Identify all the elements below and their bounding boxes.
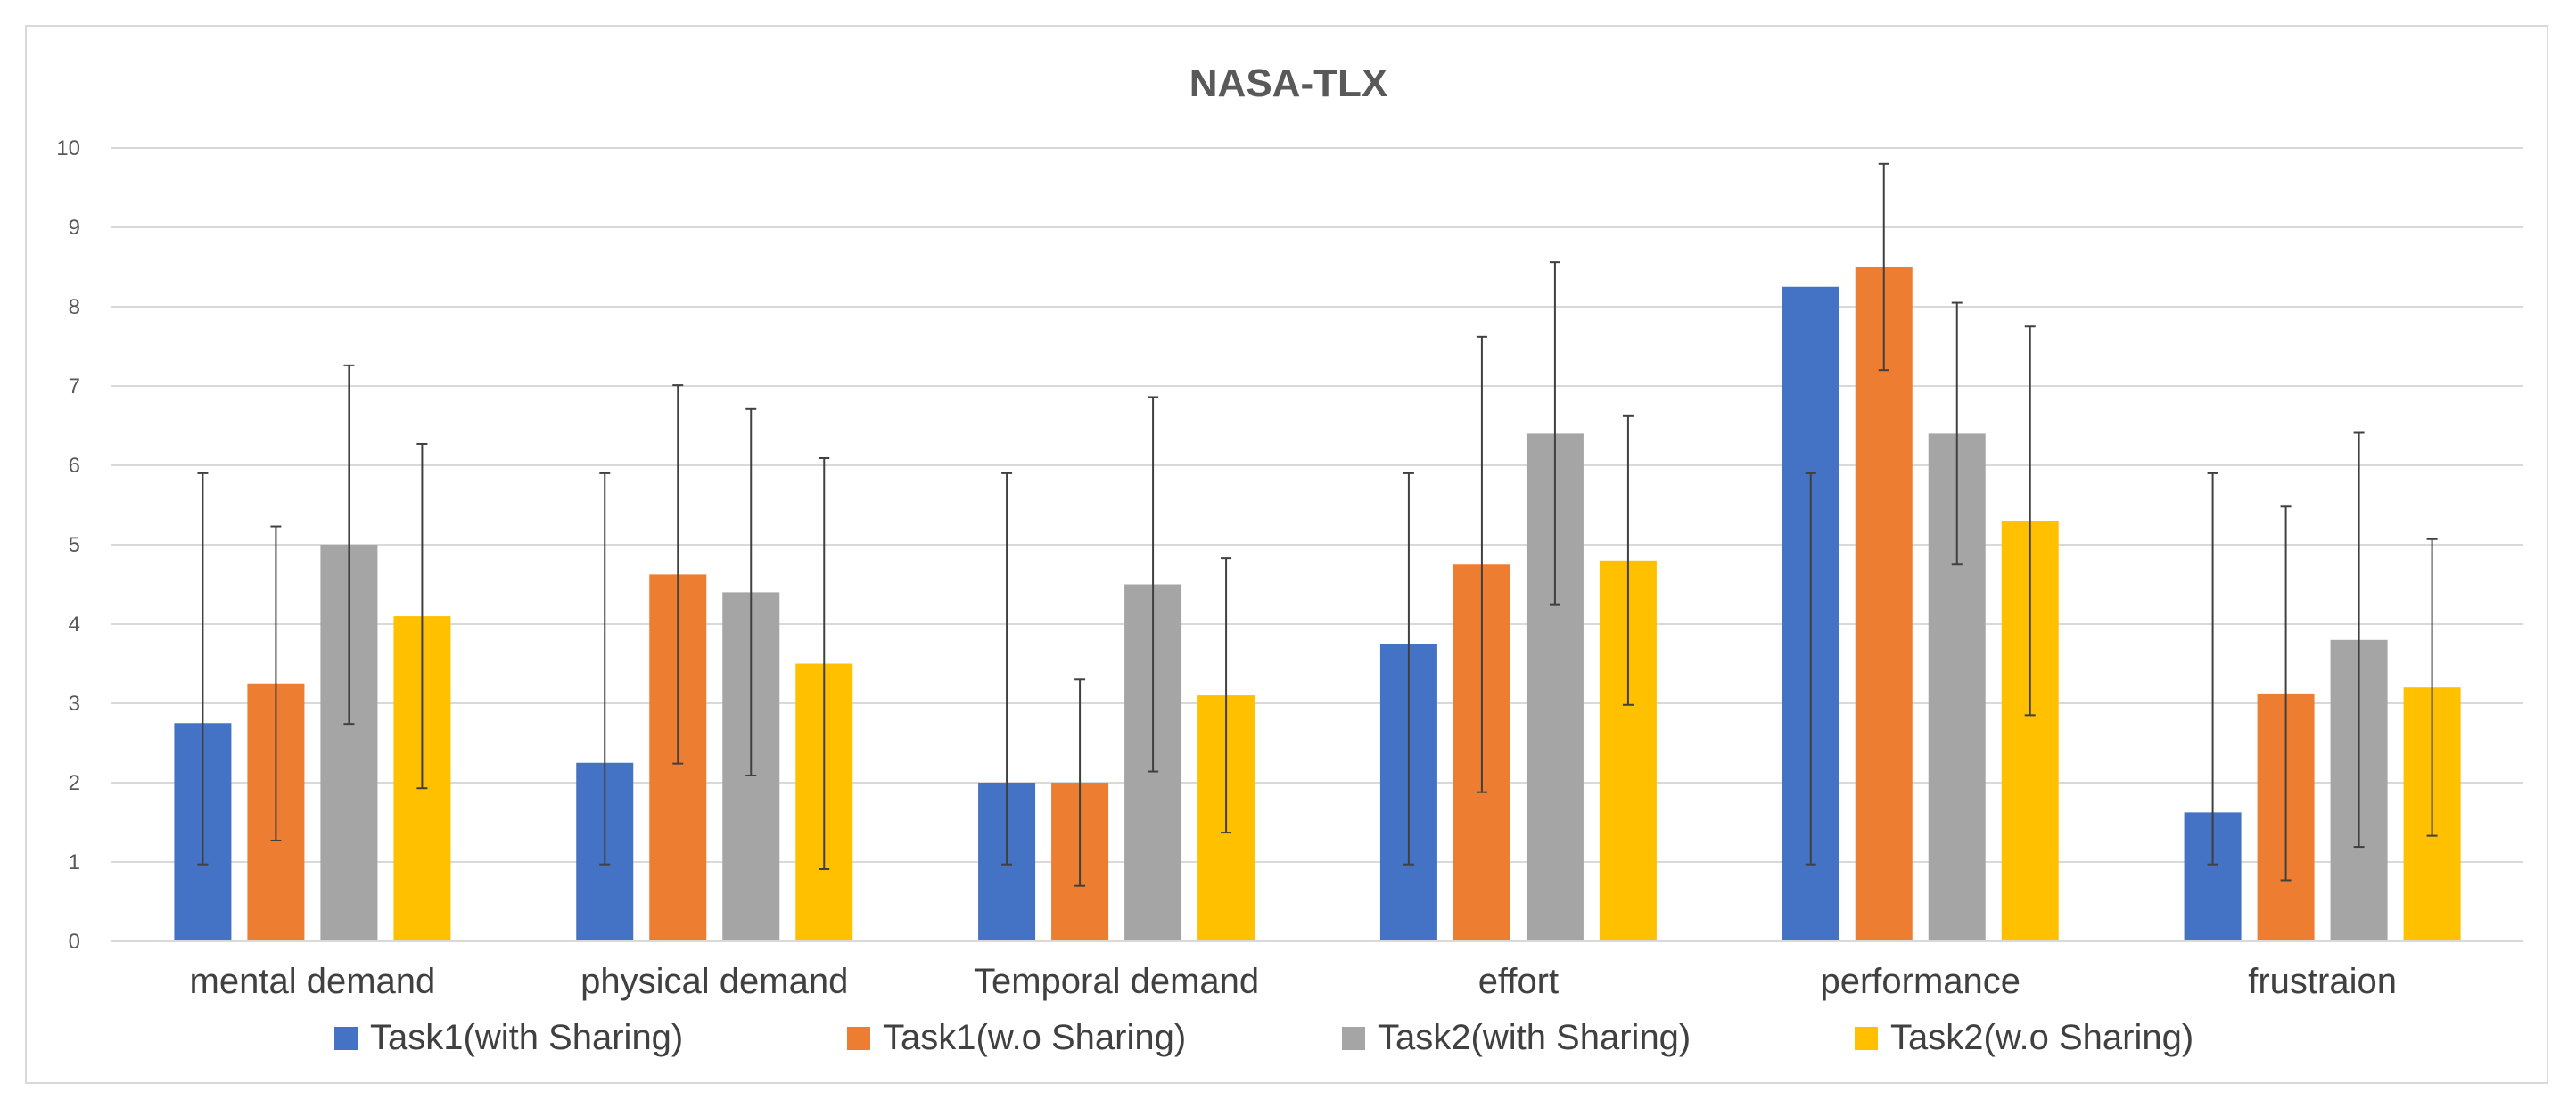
legend-label: Task2(with Sharing) — [1378, 1018, 1691, 1057]
y-tick-label: 4 — [69, 612, 80, 636]
chart-title: NASA-TLX — [1189, 62, 1387, 105]
bar — [1855, 267, 1913, 941]
legend: Task1(with Sharing) Task1(w.o Sharing) Tas… — [334, 1018, 2193, 1057]
y-tick-label: 8 — [69, 295, 80, 319]
legend-label: Task1(with Sharing) — [370, 1018, 683, 1057]
legend-swatch — [334, 1027, 358, 1050]
x-category-label: frustraion — [2248, 962, 2397, 1001]
chart-frame: NASA-TLX 0 1 2 3 4 5 6 7 8 9 10 mental demand physi… — [25, 25, 2548, 1084]
legend-swatch — [1342, 1027, 1365, 1050]
x-category-label: physical demand — [580, 962, 848, 1001]
y-tick-label: 5 — [69, 533, 80, 557]
legend-swatch — [847, 1027, 870, 1050]
x-category-label: mental demand — [190, 962, 436, 1001]
y-tick-label: 1 — [69, 850, 80, 874]
x-category-label: performance — [1820, 962, 2020, 1001]
chart-svg: NASA-TLX 0 1 2 3 4 5 6 7 8 9 10 mental demand physi… — [56, 62, 2523, 1057]
y-axis-ticks: 0 1 2 3 4 5 6 7 8 9 10 — [56, 136, 80, 954]
y-tick-label: 6 — [69, 454, 80, 478]
bars — [174, 267, 2461, 941]
y-tick-label: 7 — [69, 374, 80, 398]
y-tick-label: 2 — [69, 771, 80, 795]
x-category-label: Temporal demand — [974, 962, 1259, 1001]
y-tick-label: 10 — [56, 136, 80, 160]
y-tick-label: 3 — [69, 692, 80, 716]
x-category-label: effort — [1478, 962, 1559, 1001]
legend-label: Task2(w.o Sharing) — [1890, 1018, 2193, 1057]
gridlines — [111, 147, 2523, 863]
x-axis-labels: mental demand physical demand Temporal dem… — [190, 962, 2397, 1001]
legend-label: Task1(w.o Sharing) — [883, 1018, 1186, 1057]
y-tick-label: 0 — [69, 930, 80, 954]
error-bars — [197, 162, 2438, 887]
legend-swatch — [1855, 1027, 1878, 1050]
y-tick-label: 9 — [69, 216, 80, 240]
